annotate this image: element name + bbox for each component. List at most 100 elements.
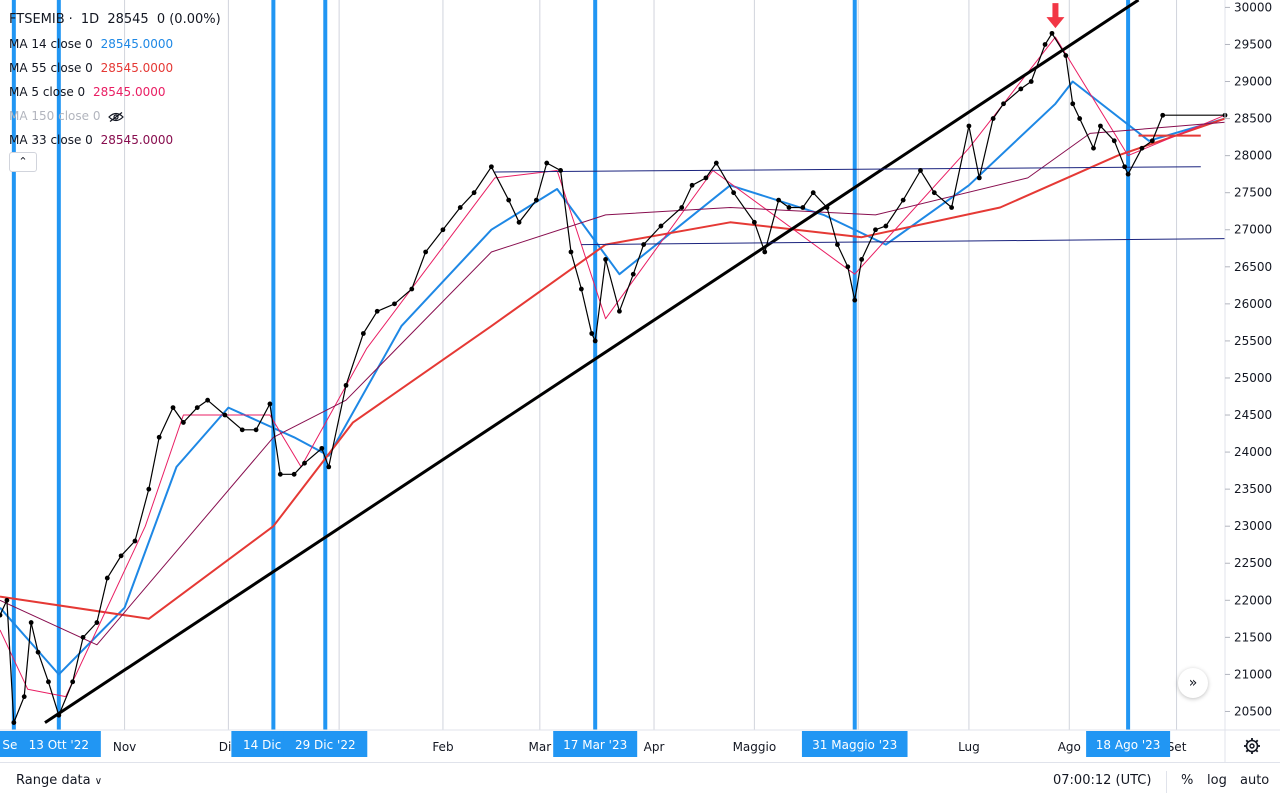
horizontal-support[interactable] bbox=[581, 238, 1226, 246]
legend-ma-14[interactable]: MA 14 close 0 28545.0000 bbox=[9, 32, 225, 56]
price-chart[interactable]: 20500 21000 21500 22000 22500 23000 23500 24000… bbox=[0, 0, 1280, 762]
x-tick-label: Lug bbox=[958, 740, 980, 754]
ma-5-label: MA 5 close 0 bbox=[9, 85, 86, 99]
price-point bbox=[703, 175, 709, 181]
price-point bbox=[883, 223, 889, 229]
chevron-up-icon: ⌃ bbox=[18, 155, 28, 168]
legend-collapse-button[interactable]: ⌃ bbox=[9, 152, 37, 172]
y-tick-label: 24500 bbox=[1234, 408, 1272, 422]
price-point bbox=[931, 190, 937, 196]
price-point bbox=[326, 464, 332, 470]
event-marker-badge[interactable] bbox=[801, 731, 908, 757]
x-tick-label: Apr bbox=[644, 740, 665, 754]
y-tick-label: 30000 bbox=[1234, 0, 1272, 14]
range-data-label: Range data bbox=[16, 773, 91, 788]
y-tick-label: 29000 bbox=[1234, 75, 1272, 89]
x-tick-label: Ago bbox=[1058, 740, 1081, 754]
price-point bbox=[156, 434, 162, 440]
price-point bbox=[810, 190, 816, 196]
price-point bbox=[374, 308, 380, 314]
range-data-button[interactable]: Range data ∨ bbox=[16, 773, 102, 788]
price-point bbox=[146, 486, 152, 492]
event-marker-badge[interactable] bbox=[16, 731, 101, 757]
price-point bbox=[713, 160, 719, 166]
eye-off-icon[interactable] bbox=[108, 111, 125, 122]
price-point bbox=[343, 382, 349, 388]
x-tick-label: Nov bbox=[113, 740, 136, 754]
double-chevron-right-icon: » bbox=[1188, 675, 1198, 691]
x-tick-label: Maggio bbox=[733, 740, 777, 754]
event-marker-label: 13 Ott '22 bbox=[29, 738, 89, 752]
y-tick-label: 24000 bbox=[1234, 445, 1272, 459]
price-point bbox=[900, 197, 906, 203]
ma-14-label: MA 14 close 0 bbox=[9, 37, 93, 51]
auto-scale-button[interactable]: auto bbox=[1240, 773, 1270, 788]
price-point bbox=[679, 205, 685, 210]
y-tick-label: 23500 bbox=[1234, 482, 1272, 496]
price-point bbox=[392, 301, 397, 307]
bottom-toolbar: Range data ∨ 07:00:12 (UTC) % log auto bbox=[0, 762, 1280, 801]
price-point bbox=[1049, 30, 1055, 36]
price-point bbox=[641, 242, 647, 247]
legend-ma-5[interactable]: MA 5 close 0 28545.0000 bbox=[9, 80, 225, 104]
legend-ma-55[interactable]: MA 55 close 0 28545.0000 bbox=[9, 56, 225, 80]
price-point bbox=[603, 256, 608, 262]
price-point bbox=[689, 182, 695, 188]
chevron-down-icon: ∨ bbox=[94, 776, 103, 787]
price-point bbox=[267, 401, 273, 407]
legend-ma-33[interactable]: MA 33 close 0 28545.0000 bbox=[9, 128, 225, 152]
y-tick-label: 25500 bbox=[1234, 334, 1272, 348]
scroll-to-realtime-button[interactable]: » bbox=[1178, 668, 1208, 698]
y-tick-label: 28500 bbox=[1234, 112, 1272, 126]
price-point bbox=[800, 205, 806, 210]
y-tick-label: 25000 bbox=[1234, 371, 1272, 385]
y-tick-label: 21000 bbox=[1234, 667, 1272, 681]
price-point bbox=[1042, 42, 1048, 47]
price-point bbox=[1098, 123, 1103, 129]
price-point bbox=[589, 331, 595, 336]
event-marker-badge[interactable] bbox=[283, 731, 368, 757]
y-tick-label: 27000 bbox=[1234, 223, 1272, 237]
price-point bbox=[471, 190, 477, 196]
ma-14-value: 28545.0000 bbox=[100, 37, 174, 51]
utc-time[interactable]: 07:00:12 (UTC) bbox=[1053, 773, 1152, 788]
price-point bbox=[409, 286, 415, 292]
support-trendline[interactable] bbox=[44, 0, 1140, 724]
price-point bbox=[1063, 53, 1069, 58]
toolbar-divider bbox=[1166, 771, 1167, 793]
price-point bbox=[762, 249, 768, 255]
x-tick-label: Feb bbox=[432, 740, 453, 754]
ma-150-label: MA 150 close 0 bbox=[9, 109, 101, 123]
event-marker-label: 29 Dic '22 bbox=[295, 738, 356, 752]
price-point bbox=[1125, 171, 1131, 177]
price-point bbox=[132, 538, 138, 544]
event-marker-lines bbox=[11, 0, 1131, 730]
y-tick-label: 22500 bbox=[1234, 556, 1272, 570]
percent-scale-button[interactable]: % bbox=[1181, 773, 1194, 788]
price-point bbox=[194, 405, 200, 411]
price-point bbox=[21, 694, 27, 700]
event-marker-badge[interactable] bbox=[1086, 731, 1171, 757]
log-scale-button[interactable]: log bbox=[1207, 773, 1227, 788]
price-point bbox=[966, 123, 972, 129]
event-marker-badge[interactable] bbox=[553, 731, 638, 757]
price-point bbox=[1001, 101, 1006, 107]
ma-5-value: 28545.0000 bbox=[93, 85, 166, 99]
event-marker-label: 17 Mar '23 bbox=[563, 738, 627, 752]
horizontal-resistance[interactable] bbox=[494, 166, 1201, 173]
price-point bbox=[56, 712, 62, 718]
y-tick-label: 22000 bbox=[1234, 593, 1272, 607]
price-point bbox=[170, 405, 176, 411]
price-point bbox=[488, 164, 494, 170]
series-ma-14 bbox=[0, 80, 1226, 676]
gear-icon[interactable] bbox=[1244, 738, 1260, 754]
price-point bbox=[516, 219, 522, 225]
ma-55-label: MA 55 close 0 bbox=[9, 61, 93, 75]
legend-ma-150[interactable]: MA 150 close 0 bbox=[9, 104, 225, 128]
price-point bbox=[0, 612, 3, 618]
price-point bbox=[181, 420, 186, 425]
symbol-header[interactable]: FTSEMIB · 1D 28545 0 (0.00%) bbox=[9, 8, 225, 32]
price-point bbox=[277, 471, 283, 477]
series-ma-33 bbox=[0, 121, 1226, 646]
price-point bbox=[990, 116, 996, 121]
